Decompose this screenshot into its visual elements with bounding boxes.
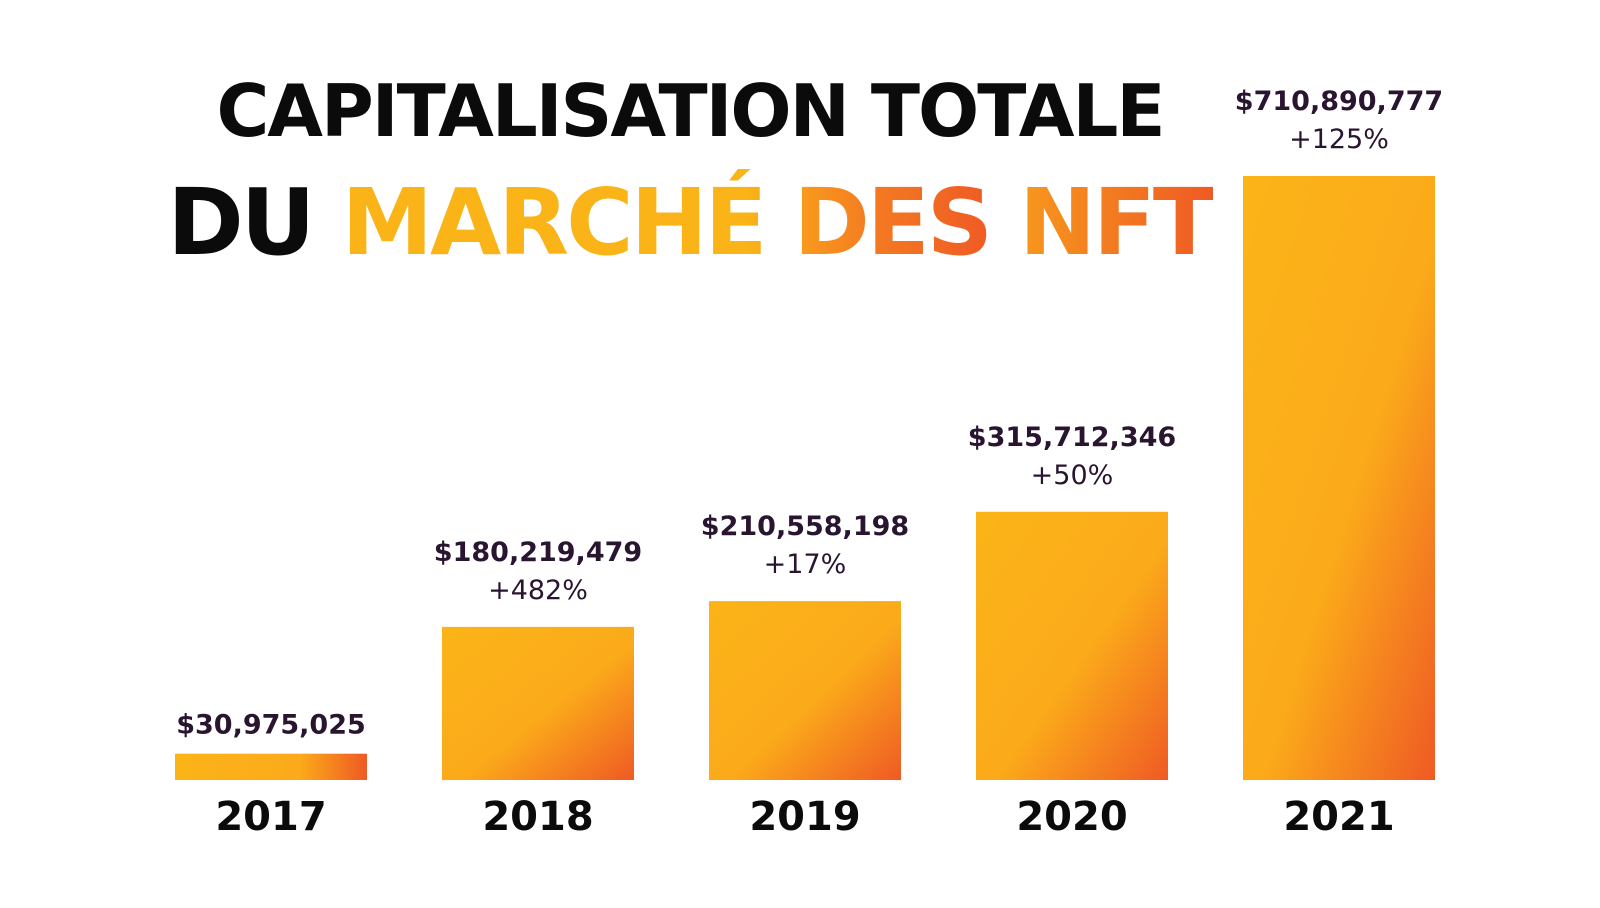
value-label-2019: $210,558,198	[701, 511, 909, 542]
value-label-2017: $30,975,025	[176, 710, 366, 741]
bar-2018	[442, 626, 634, 780]
title-word-du: DU	[167, 169, 315, 276]
title-words-marche-des: MARCHÉ DES	[341, 169, 993, 276]
year-label-2021: 2021	[1283, 794, 1394, 840]
value-label-2020: $315,712,346	[968, 422, 1176, 453]
year-label-2019: 2019	[749, 794, 860, 840]
bar-2019	[709, 601, 901, 780]
year-label-2018: 2018	[482, 794, 593, 840]
chart-title-line-1: CAPITALISATION TOTALE	[216, 69, 1165, 153]
bars-layer	[175, 176, 1435, 780]
bar-2020	[976, 511, 1168, 780]
bar-2021	[1243, 176, 1435, 780]
chart-title-line-2: DU MARCHÉ DES NFT	[0, 168, 1380, 278]
growth-label-2021: +125%	[1289, 124, 1389, 155]
bar-2017	[175, 753, 367, 780]
growth-label-2020: +50%	[1031, 460, 1114, 491]
title-word-nft: NFT	[1019, 169, 1216, 276]
year-label-2020: 2020	[1016, 794, 1127, 840]
growth-label-2018: +482%	[488, 575, 588, 606]
growth-label-2019: +17%	[764, 549, 847, 580]
value-label-2018: $180,219,479	[434, 537, 642, 568]
year-label-2017: 2017	[215, 794, 326, 840]
labels-layer: $30,975,025 2017 $180,219,479 +482% 2018 $210…	[176, 86, 1443, 840]
value-label-2021: $710,890,777	[1235, 86, 1443, 117]
